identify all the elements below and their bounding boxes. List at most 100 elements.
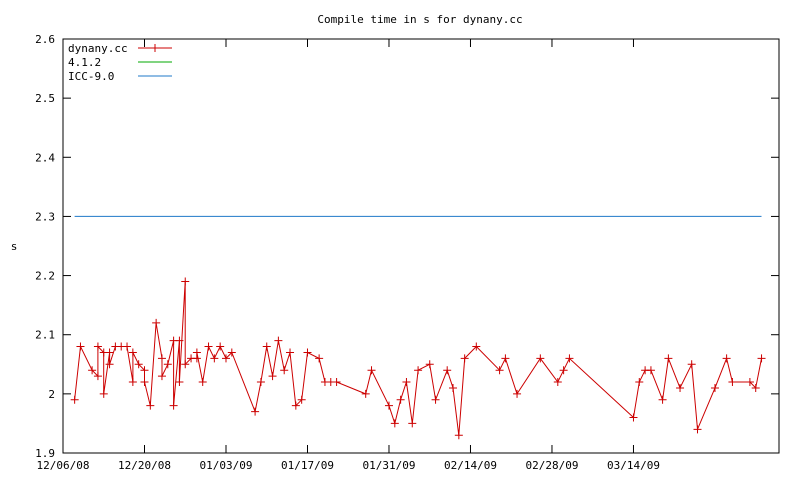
data-point <box>251 407 260 416</box>
data-point <box>192 348 201 357</box>
data-point <box>227 348 236 357</box>
y-tick-label: 2.6 <box>35 33 55 46</box>
data-point <box>402 378 411 387</box>
data-point <box>157 372 166 381</box>
data-point <box>751 383 760 392</box>
data-point <box>646 366 655 375</box>
data-point <box>513 389 522 398</box>
data-point <box>93 372 102 381</box>
chart-title: Compile time in s for dynany.cc <box>317 13 522 26</box>
data-point <box>163 360 172 369</box>
y-tick-label: 2.3 <box>35 210 55 223</box>
plot-frame <box>62 38 780 454</box>
series-markers <box>70 277 766 440</box>
data-point <box>676 383 685 392</box>
data-point <box>70 395 79 404</box>
data-point <box>105 348 114 357</box>
data-point <box>367 366 376 375</box>
data-point <box>745 378 754 387</box>
data-point <box>629 413 638 422</box>
y-tick-label: 2 <box>48 388 55 401</box>
data-point <box>157 354 166 363</box>
data-point <box>553 378 562 387</box>
y-tick-label: 1.9 <box>35 447 55 460</box>
data-point <box>303 348 312 357</box>
data-point <box>286 348 295 357</box>
data-point <box>565 354 574 363</box>
data-point <box>472 342 481 351</box>
data-point <box>728 378 737 387</box>
data-point <box>76 342 85 351</box>
y-tick-label: 2.1 <box>35 329 55 342</box>
x-tick-label: 01/17/09 <box>281 459 334 472</box>
data-point <box>204 342 213 351</box>
data-point <box>274 336 283 345</box>
data-point <box>710 383 719 392</box>
data-point <box>501 354 510 363</box>
data-point <box>664 354 673 363</box>
series-lines <box>74 215 762 436</box>
data-point <box>99 389 108 398</box>
data-point <box>140 378 149 387</box>
data-point <box>169 401 178 410</box>
data-point <box>181 277 190 286</box>
data-point <box>687 360 696 369</box>
series-line <box>74 281 762 436</box>
data-point <box>536 354 545 363</box>
axes: 1.9 2 2.1 2.2 2.3 2.4 2.5 2.6 12/06/08 12/20/08 01… <box>35 33 779 472</box>
x-tick-label: 02/28/09 <box>525 459 578 472</box>
y-tick-label: 2.2 <box>35 270 55 283</box>
data-point <box>390 419 399 428</box>
x-tick-label: 02/14/09 <box>444 459 497 472</box>
data-point <box>175 378 184 387</box>
x-tick-label: 12/20/08 <box>118 459 171 472</box>
data-point <box>443 366 452 375</box>
data-point <box>361 389 370 398</box>
data-point <box>384 401 393 410</box>
data-point <box>460 354 469 363</box>
data-point <box>658 395 667 404</box>
data-point <box>216 342 225 351</box>
data-point <box>256 378 265 387</box>
data-point <box>408 419 417 428</box>
data-point <box>181 360 190 369</box>
data-point <box>332 378 341 387</box>
data-point <box>495 366 504 375</box>
data-point <box>280 366 289 375</box>
data-point <box>221 354 230 363</box>
y-tick-label: 2.5 <box>35 92 55 105</box>
legend-label: 4.1.2 <box>68 56 101 69</box>
data-point <box>128 348 137 357</box>
data-point <box>722 354 731 363</box>
data-point <box>425 360 434 369</box>
y-axis-label: s <box>11 240 18 253</box>
y-tick-label: 2.4 <box>35 151 55 164</box>
data-point <box>396 395 405 404</box>
data-point <box>210 354 219 363</box>
data-point <box>559 366 568 375</box>
data-point <box>105 360 114 369</box>
data-point <box>454 431 463 440</box>
x-tick-label: 12/06/08 <box>37 459 90 472</box>
x-tick-label: 01/31/09 <box>362 459 415 472</box>
data-point <box>93 342 102 351</box>
data-point <box>315 354 324 363</box>
data-point <box>297 395 306 404</box>
data-point <box>431 395 440 404</box>
data-point <box>198 378 207 387</box>
data-point <box>693 425 702 434</box>
data-point <box>152 318 161 327</box>
x-tick-label: 01/03/09 <box>199 459 252 472</box>
data-point <box>134 360 143 369</box>
data-point <box>175 336 184 345</box>
legend-label: ICC-9.0 <box>68 70 114 83</box>
data-point <box>268 372 277 381</box>
legend-marker <box>151 44 159 52</box>
data-point <box>414 366 423 375</box>
data-point <box>635 378 644 387</box>
data-point <box>128 378 137 387</box>
data-point <box>123 342 132 351</box>
data-point <box>140 366 149 375</box>
